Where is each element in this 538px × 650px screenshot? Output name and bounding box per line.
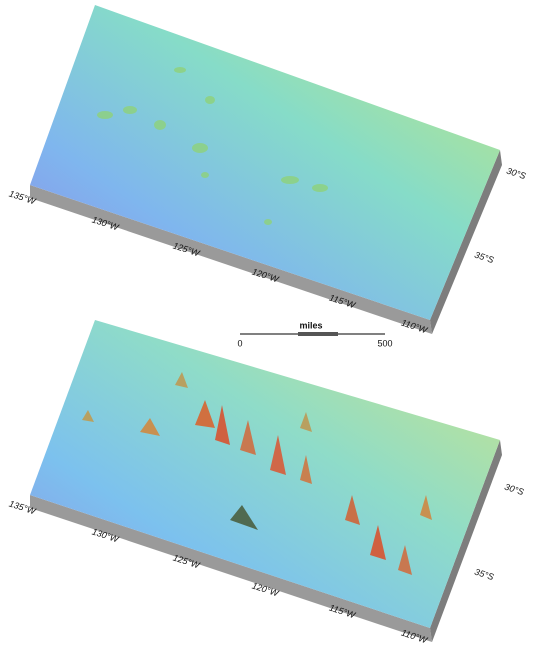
- lat-label: 30°S: [503, 482, 525, 498]
- figure: 135°W 130°W 125°W 120°W 115°W 110°W 30°S…: [0, 0, 538, 650]
- lat-label: 30°S: [505, 166, 527, 182]
- bottom-panel: 135°W 130°W 125°W 120°W 115°W 110°W 30°S…: [8, 320, 525, 646]
- scale-start: 0: [237, 338, 242, 348]
- top-panel: 135°W 130°W 125°W 120°W 115°W 110°W 30°S…: [8, 5, 527, 336]
- scale-unit: miles: [299, 320, 322, 330]
- lat-label: 35°S: [473, 567, 495, 583]
- scale-end: 500: [377, 338, 392, 348]
- scale-segment: [298, 332, 338, 336]
- page: {"panels": [ {"lon_labels": ["135°W", "1…: [0, 0, 538, 650]
- lat-label: 35°S: [473, 250, 495, 266]
- scale-bar: miles 0 500: [237, 320, 392, 348]
